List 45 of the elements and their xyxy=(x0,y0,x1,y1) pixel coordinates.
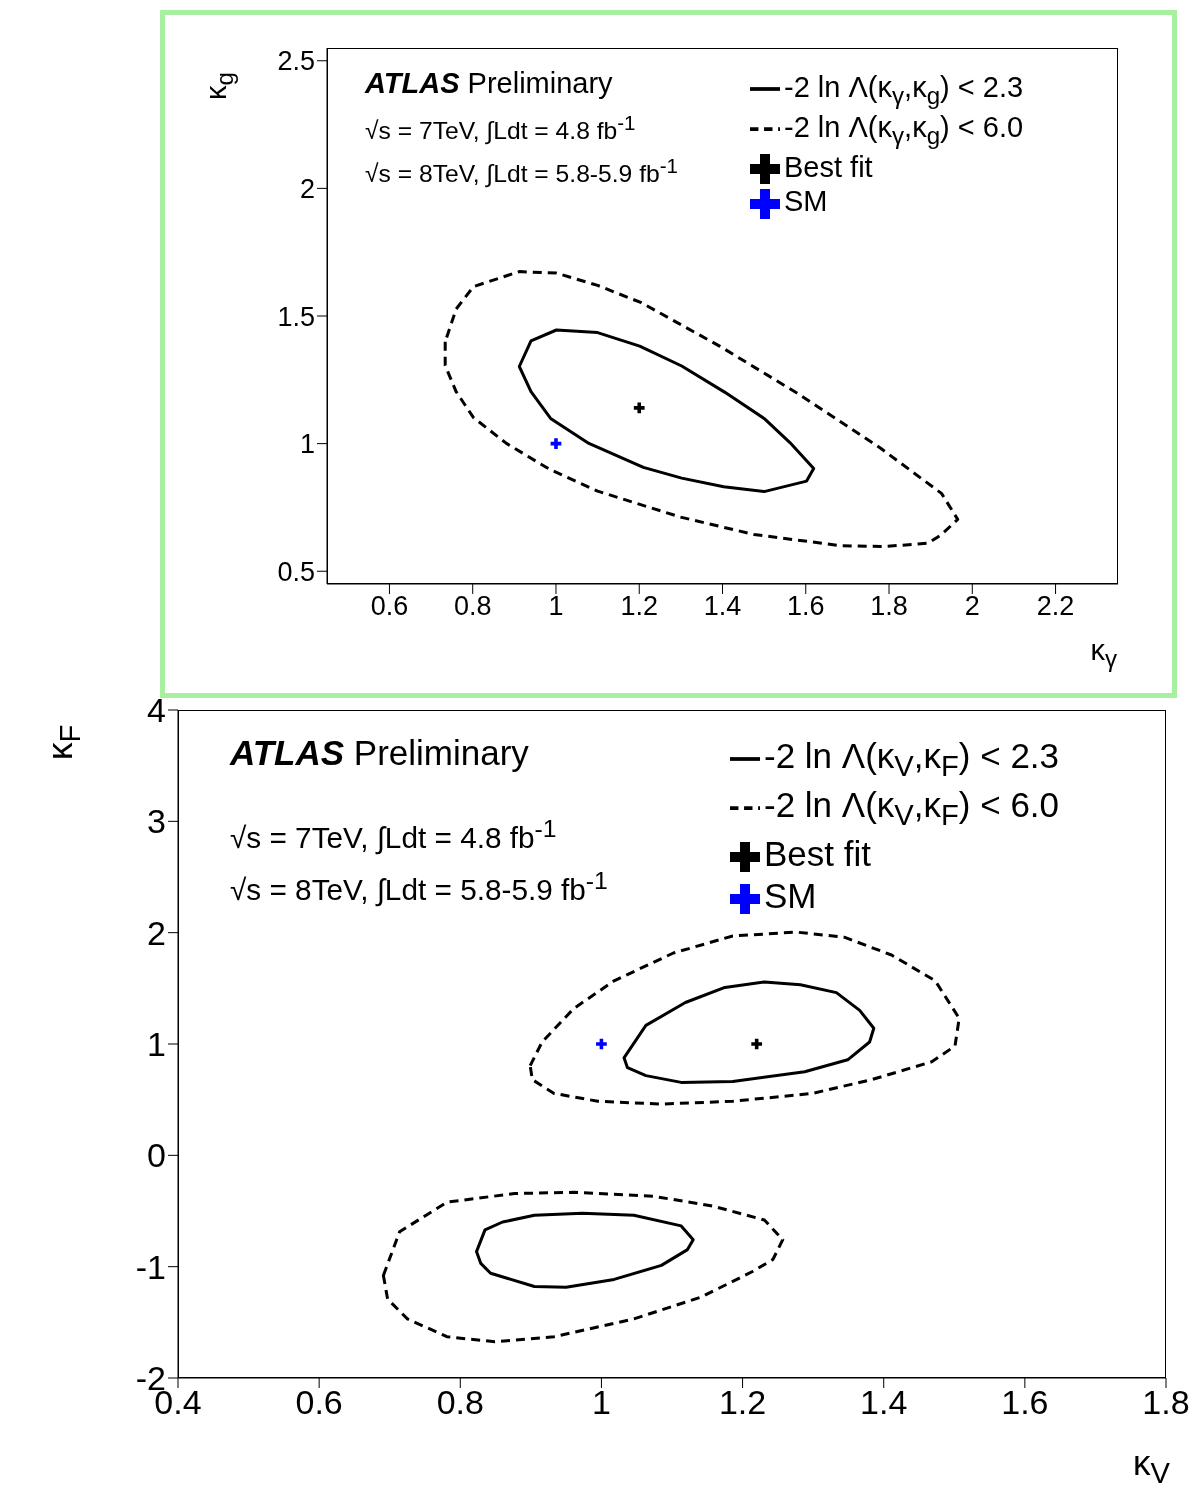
x-tick-label: 1.6 xyxy=(1001,1383,1049,1422)
x-tick-label: 0.8 xyxy=(453,591,492,622)
y-tick-label: 4 xyxy=(147,691,166,730)
legend-label: Best fit xyxy=(784,150,873,183)
legend-label: SM xyxy=(764,876,817,915)
annotation: √s = 8TeV, ∫Ldt = 5.8-5.9 fb$^{-1}$ xyxy=(365,154,678,188)
annotation: ATLAS xyxy=(365,67,460,99)
annotation: Preliminary xyxy=(467,67,613,99)
x-tick-label: 1.6 xyxy=(786,591,825,622)
annotation: √s = 8TeV, ∫Ldt = 5.8-5.9 fb$^{-1}$ xyxy=(230,867,608,907)
y-tick-label: -1 xyxy=(135,1247,166,1286)
x-tick-label: 1 xyxy=(591,1383,611,1422)
x-tick-label: 1.4 xyxy=(703,591,742,622)
x-tick-label: 1.4 xyxy=(860,1383,908,1422)
annotation: Preliminary xyxy=(353,733,529,772)
legend-label: -2 ln Λ(κ$_{V}$,κ$_{F}$) < 2.3 xyxy=(764,736,1060,782)
y-tick-label: 2 xyxy=(299,173,315,204)
x-tick-label: 1 xyxy=(548,591,564,622)
legend-label: -2 ln Λ(κ$_{V}$,κ$_{F}$) < 6.0 xyxy=(764,785,1060,831)
y-tick-label: 1 xyxy=(299,429,315,460)
y-tick-label: 3 xyxy=(147,802,166,841)
x-axis-title: κ$_{V}$ xyxy=(1133,1443,1170,1489)
y-tick-label: 1.5 xyxy=(277,301,315,332)
y-tick-label: 2 xyxy=(147,913,166,952)
legend-label: -2 ln Λ(κ$_{γ}$,κ$_{g}$) < 2.3 xyxy=(784,71,1024,109)
y-tick-label: 0 xyxy=(147,1136,166,1175)
x-tick-label: 1.8 xyxy=(870,591,908,622)
y-tick-label: 2.5 xyxy=(277,46,315,77)
legend-label: Best fit xyxy=(764,834,871,873)
x-axis-title: κ$_{γ}$ xyxy=(1090,634,1117,672)
x-tick-label: 1.2 xyxy=(620,591,659,622)
annotation: ATLAS xyxy=(230,733,345,772)
x-tick-label: 2 xyxy=(964,591,980,622)
annotation: √s = 7TeV, ∫Ldt = 4.8 fb$^{-1}$ xyxy=(365,110,636,144)
x-tick-label: 0.6 xyxy=(295,1383,343,1422)
x-tick-label: 0.8 xyxy=(436,1383,484,1422)
legend-label: SM xyxy=(784,185,828,218)
y-tick-label: 0.5 xyxy=(277,556,315,587)
x-tick-label: 2.2 xyxy=(1036,591,1075,622)
x-tick-label: 1.2 xyxy=(718,1383,767,1422)
y-tick-label: 1 xyxy=(147,1025,166,1064)
x-tick-label: 1.8 xyxy=(1142,1383,1190,1422)
x-tick-label: 0.6 xyxy=(370,591,409,622)
annotation: √s = 7TeV, ∫Ldt = 4.8 fb$^{-1}$ xyxy=(230,815,557,854)
legend-label: -2 ln Λ(κ$_{γ}$,κ$_{g}$) < 6.0 xyxy=(784,110,1024,149)
